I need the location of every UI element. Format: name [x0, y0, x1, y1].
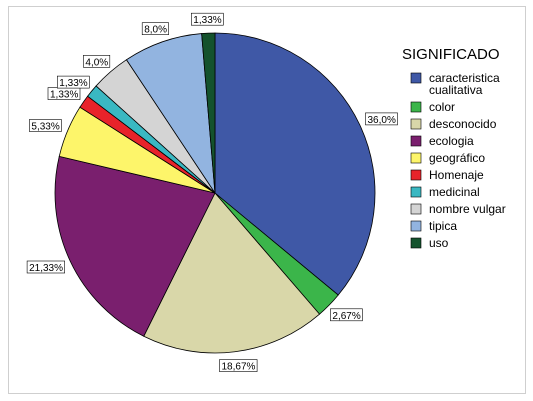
legend-swatch	[410, 118, 422, 130]
value-label-ecologia: 21,33%	[26, 260, 65, 274]
pie-slice-ecologia	[54, 155, 216, 337]
svg-text:1,33%: 1,33%	[193, 15, 221, 26]
value-label-medicinal: 1,33%	[56, 75, 90, 89]
legend-swatch	[410, 101, 422, 113]
legend-label: Homenaje	[429, 168, 484, 182]
svg-text:5,33%: 5,33%	[31, 122, 59, 133]
legend-label: cualitativa	[429, 83, 483, 97]
value-label-color: 2,67%	[330, 308, 363, 322]
legend-item-desconocido: desconocido	[410, 117, 497, 131]
legend-swatch	[410, 169, 422, 181]
pie-slice-desconocido	[143, 192, 321, 354]
svg-text:4,0%: 4,0%	[85, 57, 108, 68]
legend-label: ecologia	[429, 134, 474, 148]
pie-slice-uso	[201, 32, 216, 194]
legend-item-tipica: tipica	[410, 219, 457, 233]
pie-slice-caracteristica-cualitativa	[214, 32, 376, 296]
pie-slices	[54, 32, 376, 354]
legend-item-nombre-vulgar: nombre vulgar	[410, 202, 506, 216]
legend-swatch	[410, 135, 422, 147]
legend-swatch	[410, 186, 422, 198]
svg-text:1,33%: 1,33%	[50, 90, 78, 101]
legend-item-homenaje: Homenaje	[410, 168, 484, 182]
legend-swatch	[410, 72, 422, 84]
legend-item-ecologia: ecologia	[410, 134, 474, 148]
legend-swatch	[410, 220, 422, 232]
value-label-uso: 1,33%	[191, 12, 224, 26]
legend-swatch	[410, 152, 422, 164]
legend-label: desconocido	[429, 117, 497, 131]
legend-label: geográfico	[429, 151, 485, 165]
svg-text:8,0%: 8,0%	[144, 25, 167, 36]
pie-value-labels: 36,0%2,67%18,67%21,33%5,33%1,33%1,33%4,0…	[26, 12, 398, 373]
legend-swatch	[410, 237, 422, 249]
value-label-desconocido: 18,67%	[219, 359, 258, 373]
svg-text:1,33%: 1,33%	[59, 78, 87, 89]
legend-item-color: color	[410, 100, 455, 114]
chart-frame: 36,0% 2,67% 18,67% 21,33% 5,33% 1,33% 1,33% 4,0…	[8, 6, 526, 394]
legend-item-uso: uso	[410, 236, 449, 250]
value-label-geografico: 5,33%	[29, 119, 62, 133]
legend-label: caracteristica	[429, 71, 500, 85]
legend-label: tipica	[429, 219, 457, 233]
svg-text:2,67%: 2,67%	[332, 311, 360, 322]
svg-text:21,33%: 21,33%	[29, 263, 63, 274]
legend-swatch	[410, 203, 422, 215]
legend-label: medicinal	[429, 185, 480, 199]
legend-title: SIGNIFICADO	[402, 46, 500, 63]
value-label-tipica: 8,0%	[141, 22, 169, 36]
value-label-nombre-vulgar: 4,0%	[83, 54, 111, 68]
legend-item-geografico: geográfico	[410, 151, 485, 165]
legend-label: nombre vulgar	[429, 202, 506, 216]
value-label-homenaje: 1,33%	[47, 87, 81, 101]
svg-text:18,67%: 18,67%	[222, 362, 256, 373]
pie-chart: 36,0%2,67%18,67%21,33%5,33%1,33%1,33%4,0…	[26, 12, 506, 373]
value-label-caracteristica-cualitativa: 36,0%	[365, 112, 398, 126]
svg-text:36,0%: 36,0%	[368, 115, 396, 126]
legend-label: uso	[429, 236, 449, 250]
legend-label: color	[429, 100, 455, 114]
legend-item-medicinal: medicinal	[410, 185, 480, 199]
